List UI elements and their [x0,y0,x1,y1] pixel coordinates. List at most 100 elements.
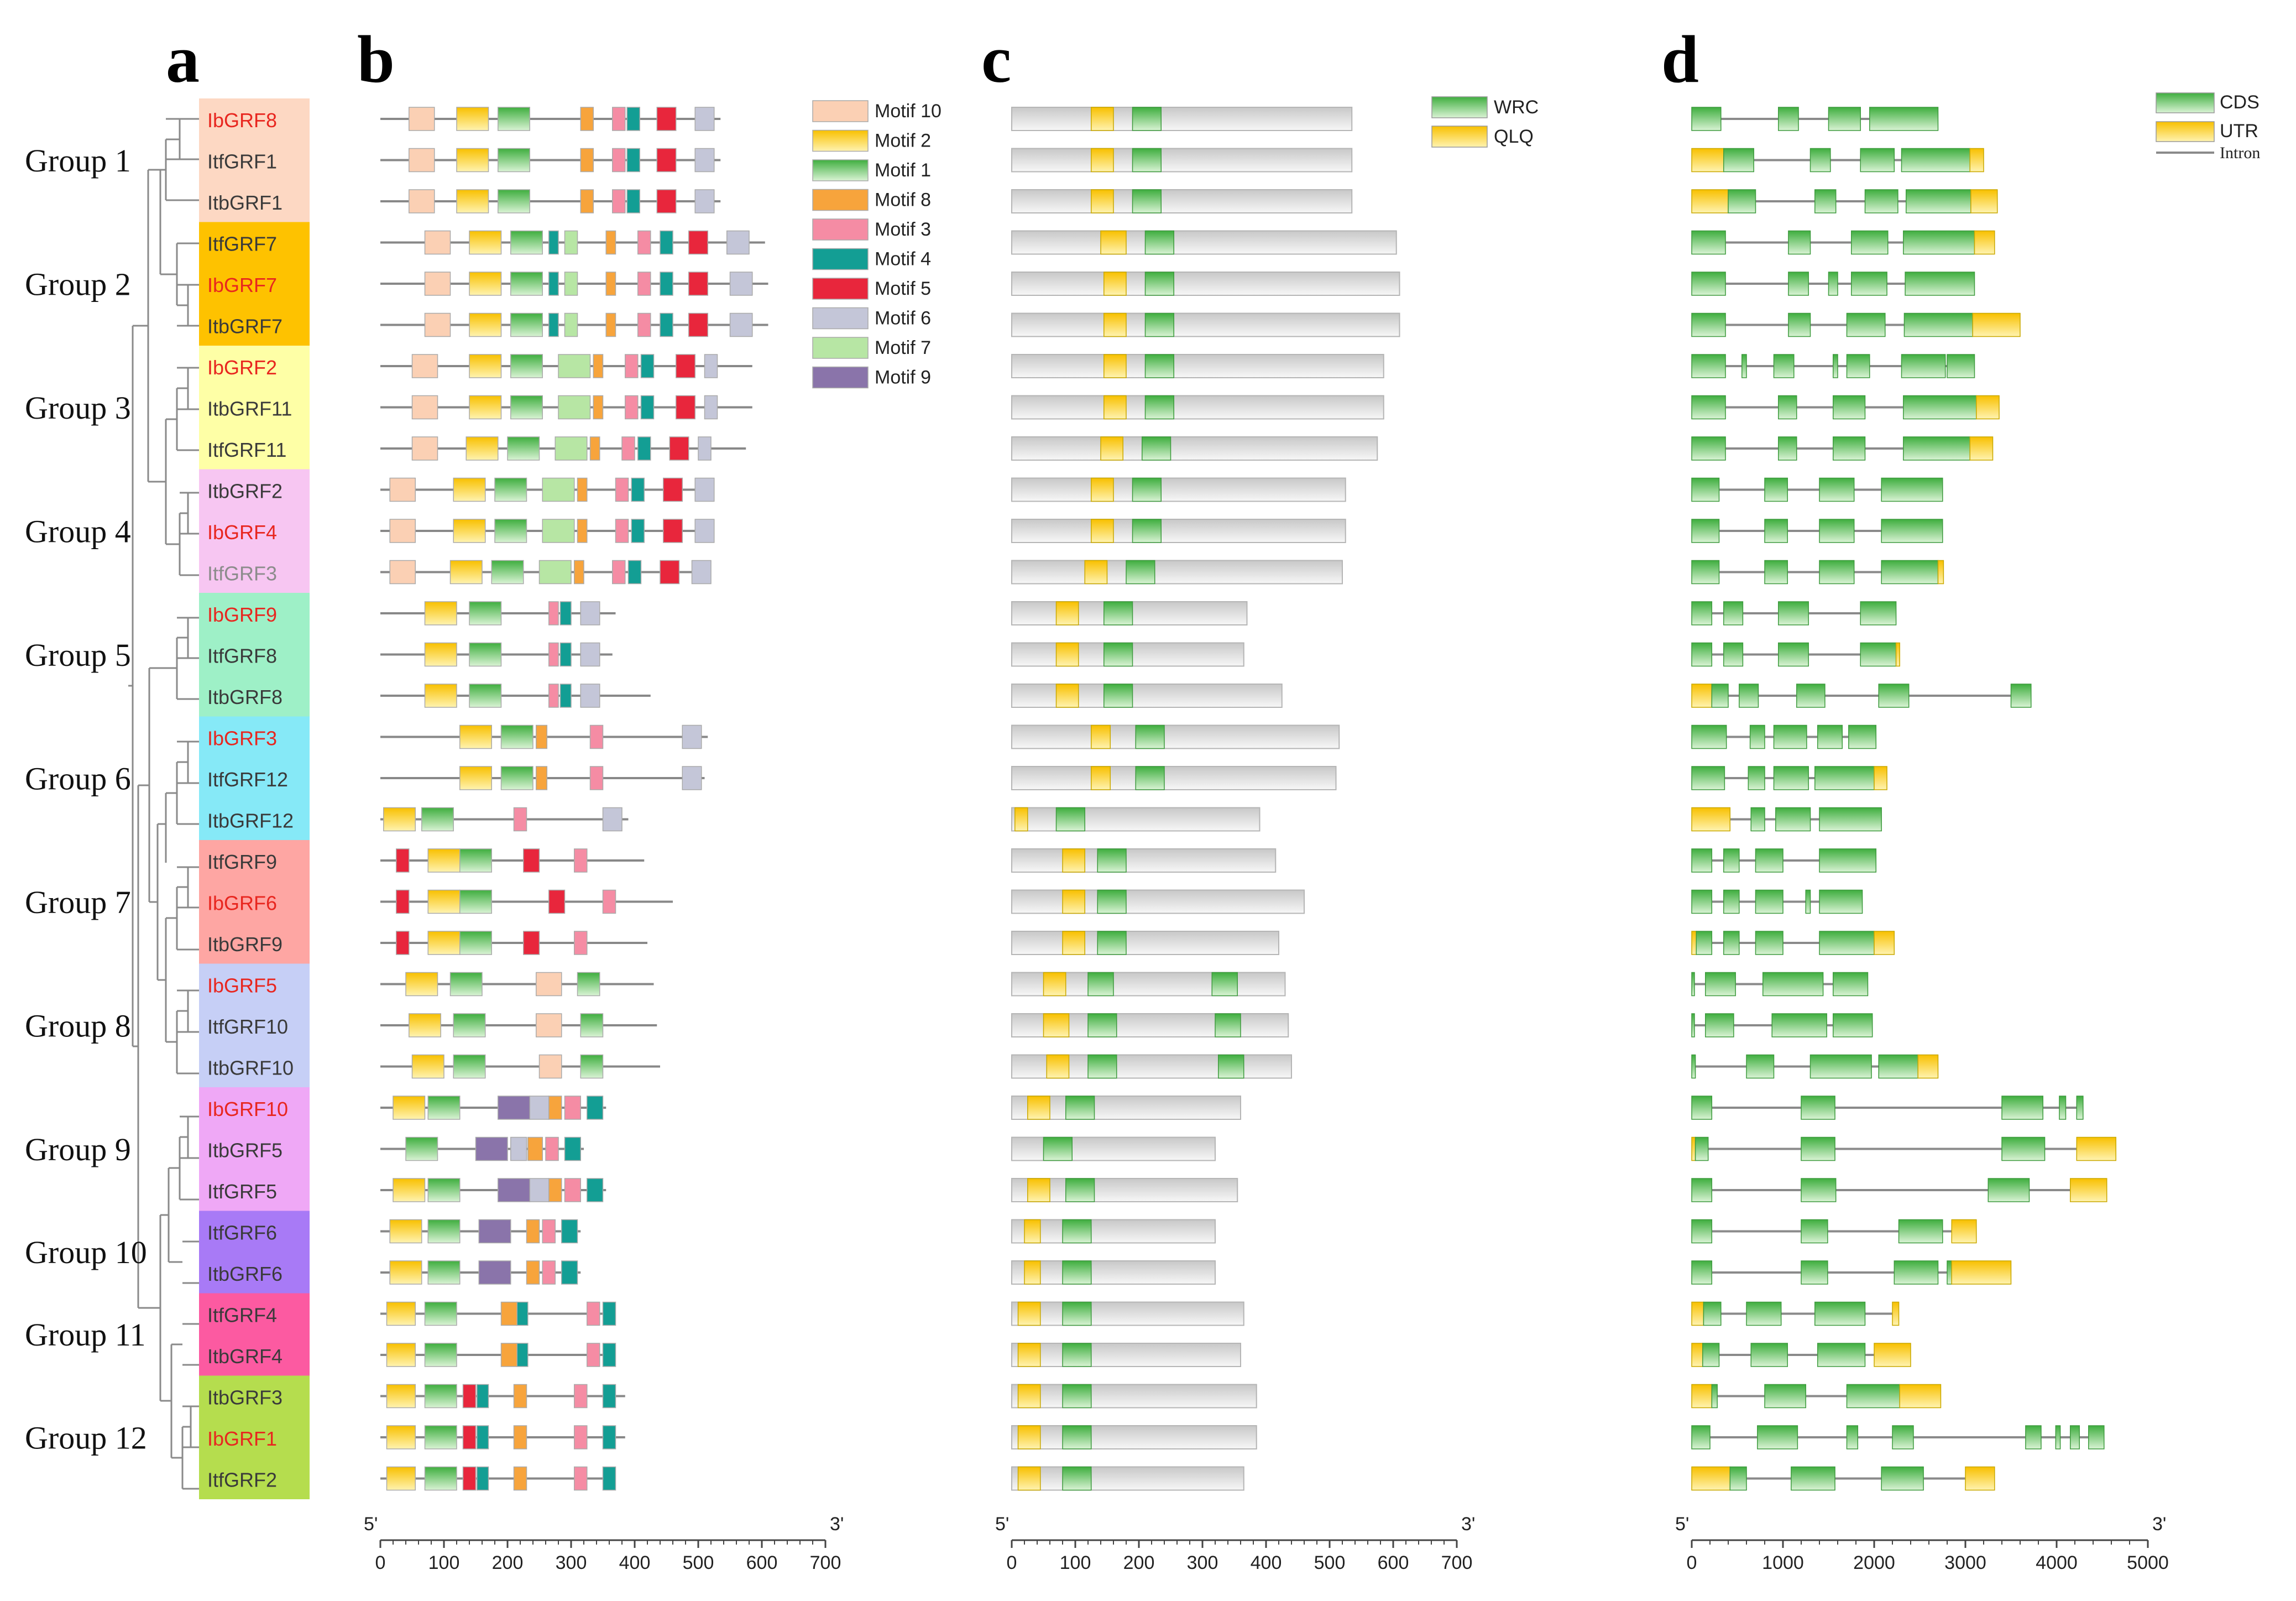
motif-legend-label: Motif 6 [875,308,931,329]
cds-exon [1778,395,1797,420]
axis-tick-label: 0 [1687,1552,1697,1573]
cds-exon [2088,1425,2105,1449]
motif-10-box [538,1054,562,1079]
motif-1-box [459,848,492,873]
motif-4-box [631,477,645,502]
qlq-domain [1017,1425,1041,1449]
motif-3-box [621,436,635,461]
group-band [199,716,310,840]
qlq-domain [1103,395,1127,420]
protein-bar [1011,354,1384,378]
cds-exon [1723,642,1744,667]
motif-legend-swatch [812,189,869,211]
wrc-domain [1043,1136,1073,1161]
motif-7-box [558,354,591,378]
cds-exon [1903,312,1973,337]
cds-exon [1833,395,1866,420]
motif-6-box [694,148,715,173]
motif-3-box [542,1260,556,1285]
cds-exon [1778,436,1797,461]
motif-4-box [602,1466,616,1491]
cds-exon [1691,1219,1713,1244]
motif-1-box [424,1466,457,1491]
group-band [199,346,310,470]
utr-exon [2076,1136,2117,1161]
wrc-domain [1103,642,1133,667]
motif-2-box [386,1343,416,1367]
motif-3-box [612,189,626,213]
cds-exon [1860,601,1897,625]
motif-1-box [500,724,534,749]
cds-exon [1691,642,1713,667]
motif-2-box [393,1178,426,1202]
motif-1-box [449,972,483,997]
cds-exon [1817,724,1843,749]
motif-6-box [691,560,712,585]
motif-2-box [469,312,502,337]
utr-exon [1976,395,2000,420]
cds-exon [1691,848,1713,873]
qlq-domain [1043,1013,1070,1037]
wrc-domain [1062,1301,1092,1326]
wrc-domain [1103,601,1133,625]
cds-exon [1723,931,1740,955]
cds-exon [1755,889,1784,914]
motif-6-box [698,436,712,461]
cds-exon [1833,972,1869,997]
motif-1-box [580,1013,604,1037]
motif-8-box [527,1136,543,1161]
axis-tick-label: 100 [428,1552,460,1573]
wrc-domain [1132,189,1162,213]
utr-exon [1691,148,1724,173]
cds-exon [1691,972,1695,997]
motif-2-box [386,1466,416,1491]
wrc-domain [1055,807,1085,832]
motif-2-box [459,724,492,749]
motif-4-box [660,230,673,255]
phylogenetic-tree [128,118,199,1490]
cds-exon [1851,230,1889,255]
axis-tick-label: 400 [619,1552,651,1573]
motif-4-box [660,312,673,337]
protein-bar [1011,1384,1257,1409]
motif-10-box [424,312,451,337]
group-label: Group 11 [25,1317,146,1353]
wrc-domain [1218,1054,1244,1079]
axis-tick-label: 2000 [1853,1552,1895,1573]
motif-10-box [411,395,438,420]
utr-exon [1969,436,1994,461]
utr-exon [1691,189,1729,213]
cds-exon [1819,477,1855,502]
motif-6-box [682,766,702,790]
cds-exon [1746,1301,1782,1326]
motif-3-box [587,1343,600,1367]
motif-8-box [605,272,616,296]
cds-exon [1801,1136,1835,1161]
qlq-domain [1103,272,1127,296]
group-label: Group 9 [25,1131,131,1167]
protein-bar [1011,1219,1216,1244]
wrc-domain [1215,1013,1241,1037]
gene-legend-label: Intron [2220,144,2260,162]
qlq-domain [1084,560,1108,585]
group-label: Group 8 [25,1008,131,1044]
motif-2-box [459,766,492,790]
cds-exon [1892,1425,1914,1449]
motif-5-box [396,889,410,914]
axis-five-prime: 5' [995,1514,1009,1535]
motif-8-box [526,1219,540,1244]
motif-6-box [580,642,600,667]
wrc-domain [1087,1054,1117,1079]
motif-legend-swatch [812,100,869,122]
motif-legend-label: Motif 2 [875,131,931,152]
motif-2-box [449,560,483,585]
motif-1-box [424,1384,457,1409]
axes: 5' 3' 0 100 200 300 400 500 600 700 5' 3' 0 100 200 300… [364,1514,2169,1573]
axis-tick-label: 3000 [1944,1552,1986,1573]
motif-5-box [462,1466,477,1491]
motif-3-box [564,1178,581,1202]
motif-2-box [469,395,502,420]
cds-exon [2010,684,2032,708]
cds-exon [1691,519,1720,543]
cds-exon [1773,354,1795,378]
